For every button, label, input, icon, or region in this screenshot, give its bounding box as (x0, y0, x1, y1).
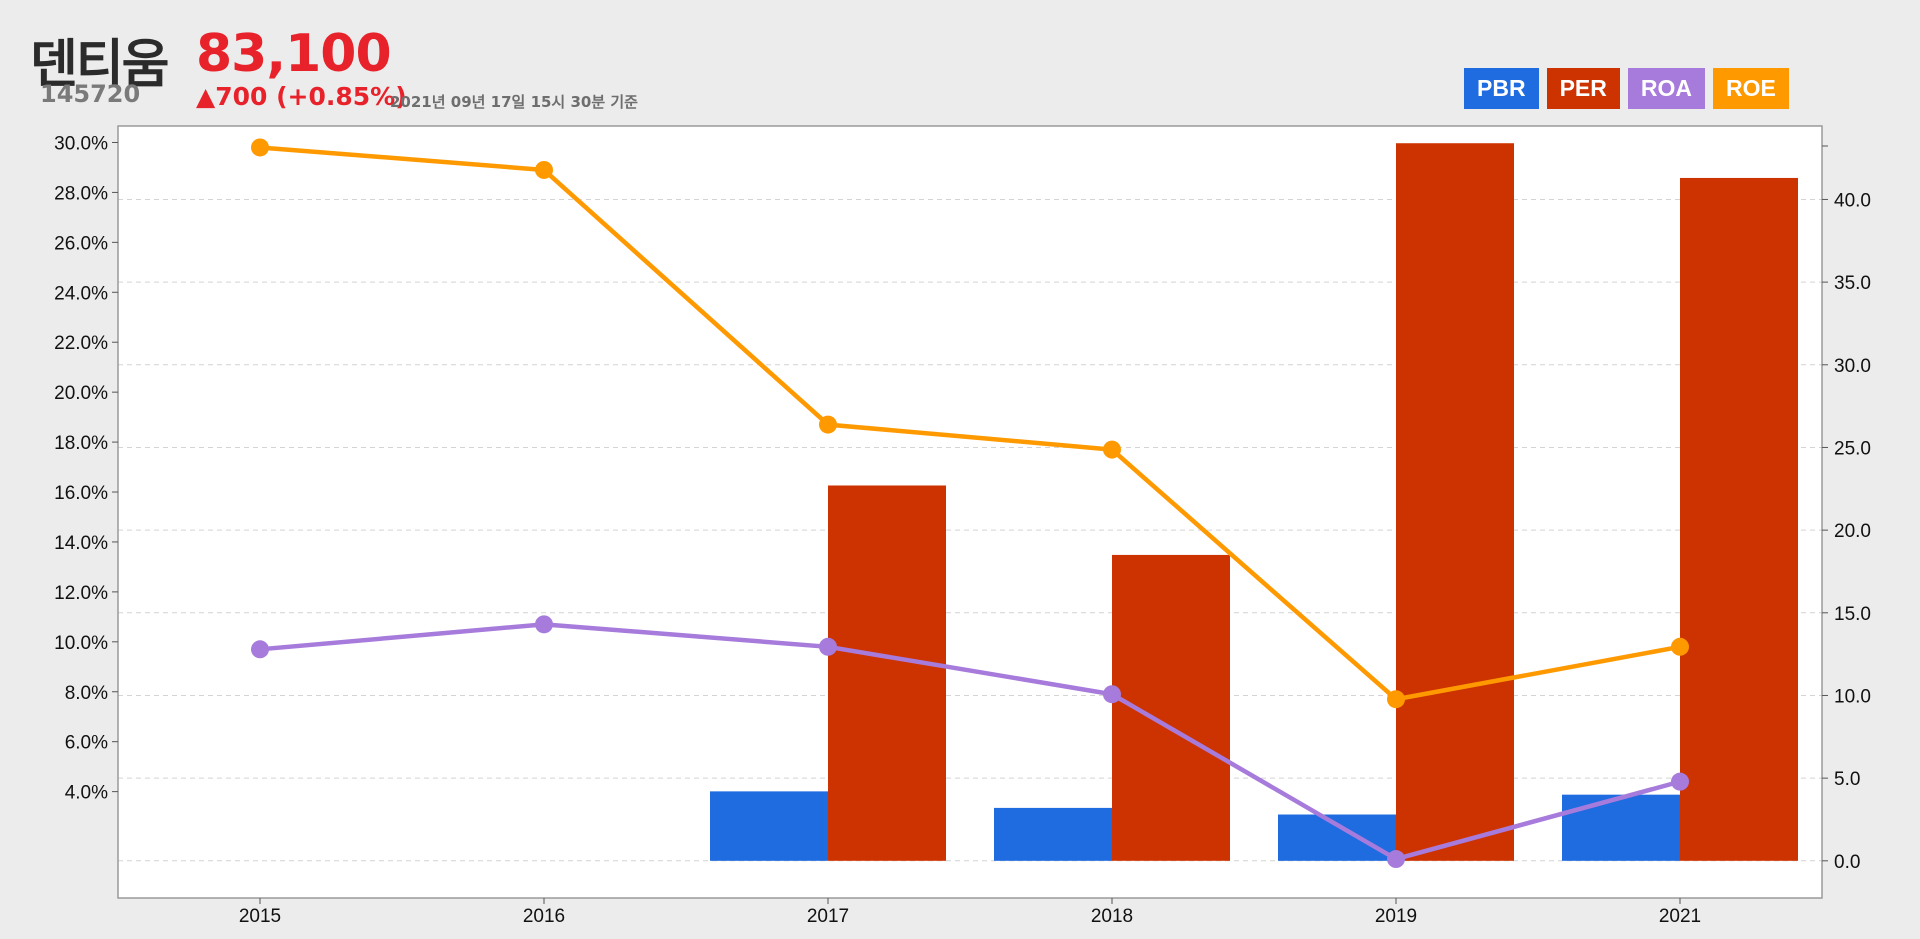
left-tick-label: 18.0% (54, 433, 108, 454)
point-roe-2016 (535, 160, 553, 179)
x-tick-label-2015: 2015 (239, 906, 281, 927)
legend-roa-button[interactable]: ROA (1627, 68, 1705, 109)
point-roe-2018 (1103, 440, 1121, 459)
price-change: ▲700 (+0.85%) (196, 82, 407, 111)
right-tick-label: 30.0 (1834, 356, 1871, 377)
bar-pbr-2018 (994, 807, 1112, 861)
x-tick-label-2019: 2019 (1375, 906, 1417, 927)
point-roa-2016 (535, 615, 553, 634)
right-tick-label: 20.0 (1834, 521, 1871, 542)
left-tick-label: 14.0% (54, 533, 108, 554)
left-tick-label: 30.0% (54, 133, 108, 154)
line-roa (259, 622, 1681, 862)
as-of-timestamp: 2021년 09년 17일 15시 30분 기준 (390, 93, 638, 111)
plot-frame (117, 125, 1823, 899)
point-roa-2017 (819, 637, 837, 656)
point-roe-2019 (1387, 690, 1405, 709)
bar-per-2021 (1680, 177, 1798, 861)
left-tick-label: 10.0% (54, 633, 108, 654)
left-tick-label: 4.0% (65, 783, 108, 804)
point-roa-2021 (1671, 772, 1689, 791)
x-tick-label-2018: 2018 (1091, 906, 1133, 927)
right-tick-label: 5.0 (1834, 769, 1860, 790)
bar-pbr-2019 (1278, 814, 1396, 861)
point-roe-2021 (1671, 637, 1689, 656)
x-tick-label-2016: 2016 (523, 906, 565, 927)
point-roa-2019 (1387, 850, 1405, 869)
plot-area (118, 126, 1822, 898)
current-price: 83,100 (196, 24, 392, 84)
bar-per-2017 (828, 485, 946, 861)
right-tick-label: 40.0 (1834, 190, 1871, 211)
left-tick-label: 26.0% (54, 233, 108, 254)
left-tick-label: 24.0% (54, 283, 108, 304)
left-tick-label: 12.0% (54, 583, 108, 604)
bar-pbr-2021 (1562, 794, 1680, 861)
right-tick-label: 25.0 (1834, 438, 1871, 459)
stock-code: 145720 (40, 80, 141, 108)
left-tick-label: 16.0% (54, 483, 108, 504)
point-roe-2017 (819, 415, 837, 434)
x-tick-label-2021: 2021 (1659, 906, 1701, 927)
bar-pbr-2017 (710, 791, 828, 861)
company-name: 덴티움 (30, 35, 170, 95)
left-tick-label: 28.0% (54, 183, 108, 204)
point-roe-2015 (251, 138, 269, 157)
left-tick-label: 6.0% (65, 733, 108, 754)
right-tick-label: 15.0 (1834, 604, 1871, 625)
left-tick-label: 20.0% (54, 383, 108, 404)
left-tick-label: 8.0% (65, 683, 108, 704)
right-tick-label: 10.0 (1834, 686, 1871, 707)
bar-per-2019 (1396, 143, 1514, 861)
legend-roe-button[interactable]: ROE (1712, 68, 1789, 109)
chart-legend: PBR PER ROA ROE (1464, 68, 1789, 109)
right-tick-label: 35.0 (1834, 273, 1871, 294)
legend-per-button[interactable]: PER (1546, 68, 1620, 109)
bar-per-2018 (1112, 554, 1230, 861)
right-tick-label: 0.0 (1834, 852, 1860, 873)
left-tick-label: 22.0% (54, 333, 108, 354)
line-roe (259, 145, 1681, 702)
point-roa-2018 (1103, 685, 1121, 704)
point-roa-2015 (251, 640, 269, 659)
legend-pbr-button[interactable]: PBR (1464, 68, 1539, 109)
x-tick-label-2017: 2017 (807, 906, 849, 927)
